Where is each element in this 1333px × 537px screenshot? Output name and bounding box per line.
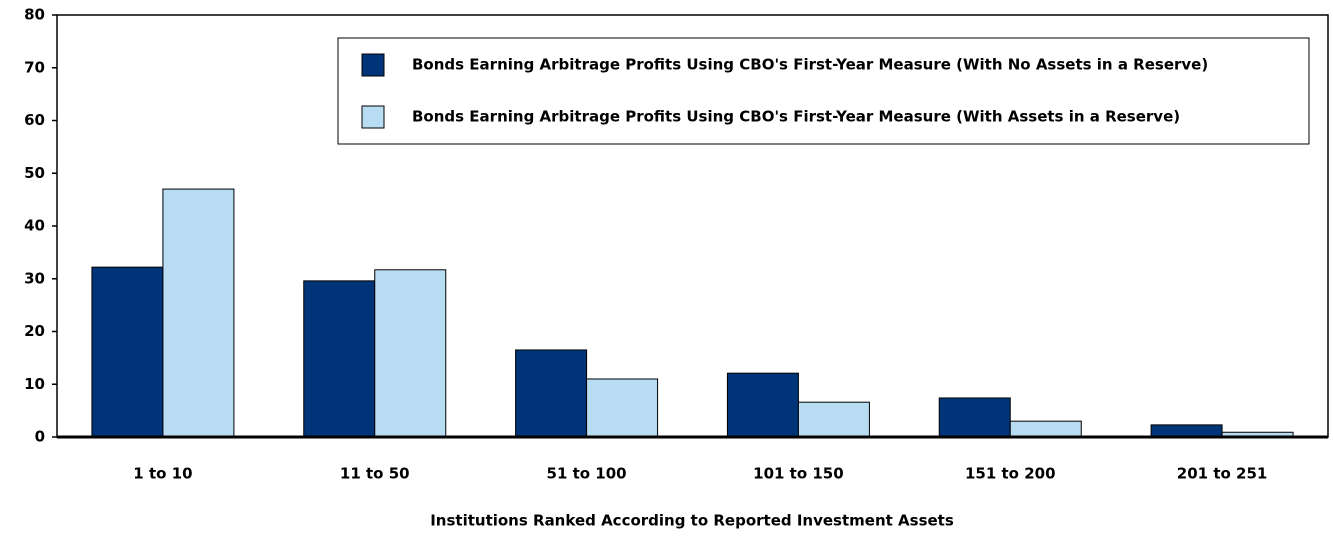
bar (797, 401, 870, 438)
bar (162, 188, 235, 438)
x-tick-label: 1 to 10 (133, 465, 192, 483)
bar (586, 378, 659, 438)
bar (515, 349, 588, 438)
x-tick-label: 51 to 100 (547, 465, 627, 483)
y-tick-label: 0 (35, 428, 45, 446)
y-tick-label: 50 (24, 164, 45, 182)
legend-swatch (361, 53, 385, 77)
y-tick-label: 70 (24, 58, 45, 76)
legend-box (337, 37, 1310, 145)
bar (91, 266, 164, 438)
y-tick-label: 20 (24, 322, 45, 340)
legend-label: Bonds Earning Arbitrage Profits Using CB… (412, 108, 1180, 126)
bar (1150, 424, 1223, 438)
x-tick-label: 11 to 50 (340, 465, 410, 483)
legend-label: Bonds Earning Arbitrage Profits Using CB… (412, 56, 1208, 74)
bar (303, 280, 376, 438)
x-tick-label: 101 to 150 (753, 465, 844, 483)
y-tick-label: 40 (24, 217, 45, 235)
bar (726, 372, 799, 438)
x-tick-label: 151 to 200 (965, 465, 1056, 483)
y-tick-label: 10 (24, 375, 45, 393)
bar (374, 269, 447, 438)
bar (938, 397, 1011, 438)
y-tick-label: 60 (24, 111, 45, 129)
legend-swatch (361, 105, 385, 129)
y-tick-label: 30 (24, 269, 45, 287)
x-tick-label: 201 to 251 (1177, 465, 1268, 483)
bar (1009, 420, 1082, 438)
y-tick-label: 80 (24, 6, 45, 24)
x-axis-title: Institutions Ranked According to Reporte… (430, 512, 954, 530)
